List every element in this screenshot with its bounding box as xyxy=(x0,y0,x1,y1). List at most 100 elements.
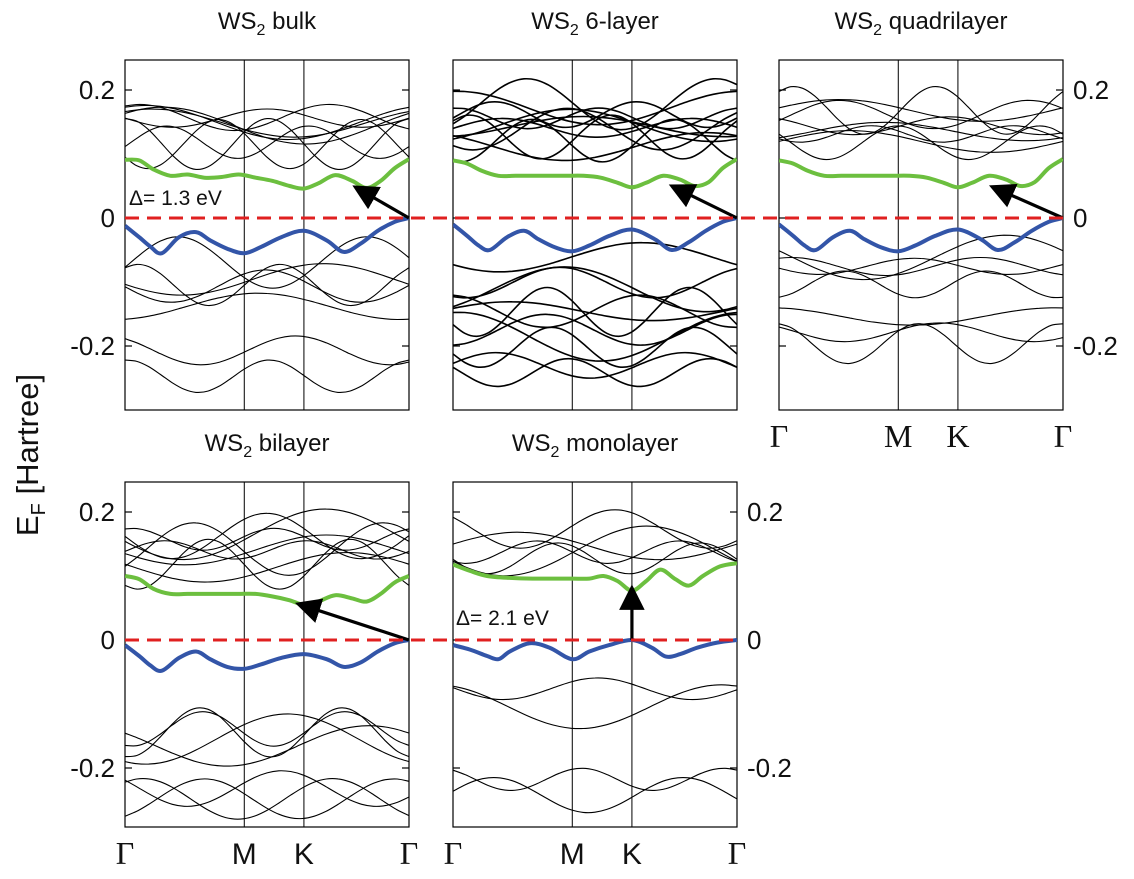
y-tick-label: -0.2 xyxy=(70,753,115,783)
panel-6-layer xyxy=(452,59,738,411)
k-point-label: Γ xyxy=(728,835,747,871)
band-line xyxy=(125,527,409,551)
band-line xyxy=(125,236,409,289)
valence-band xyxy=(125,216,409,256)
k-point-label: M xyxy=(560,838,585,871)
y-tick-label: -0.2 xyxy=(70,331,115,361)
band-line xyxy=(453,266,737,313)
band-line xyxy=(779,270,1063,299)
gap-annotation-bulk: Δ= 1.3 eV xyxy=(129,187,222,210)
band-line xyxy=(453,266,737,299)
k-point-label: M xyxy=(232,838,257,871)
band-lines xyxy=(453,77,737,388)
band-line xyxy=(779,85,1063,135)
band-line xyxy=(125,263,409,296)
band-line xyxy=(453,777,737,814)
k-point-label: M xyxy=(884,418,912,454)
band-lines xyxy=(779,85,1063,365)
y-axis-label-rest: [Hartree] xyxy=(10,374,45,503)
band-line xyxy=(453,540,737,564)
y-tick-label: 0.2 xyxy=(79,75,115,105)
gap-arrow xyxy=(352,185,410,220)
band-line xyxy=(125,512,409,560)
panel-title-main: WS xyxy=(512,430,551,457)
k-point-label: K xyxy=(946,418,969,454)
conduction-band xyxy=(125,574,409,607)
y-axis-label-main: E xyxy=(10,515,45,536)
band-line xyxy=(779,121,1063,142)
y-tick-label: 0.2 xyxy=(79,497,115,527)
panel-bilayer xyxy=(124,481,410,828)
band-line xyxy=(779,307,1063,326)
k-point-label: Γ xyxy=(1054,418,1073,454)
band-line xyxy=(779,116,1063,136)
band-line xyxy=(125,125,409,159)
conduction-band xyxy=(453,157,737,190)
band-line xyxy=(125,551,409,583)
y-axis-label-sub: F xyxy=(28,503,50,515)
band-line xyxy=(453,107,737,151)
band-line xyxy=(453,286,737,338)
band-line xyxy=(779,234,1063,281)
band-line xyxy=(779,323,1063,365)
axis-labels: 0.20-0.20.20-0.20.20-0.20.20-0.2Γ M K ΓΓ M K Γ… xyxy=(70,75,1118,871)
band-line xyxy=(125,359,409,394)
panel-title-monolayer: WS2 monolayer xyxy=(512,430,678,461)
band-line xyxy=(779,125,1063,161)
panel-title-bilayer: WS2 bilayer xyxy=(205,430,330,461)
y-axis-label: EF [Hartree] xyxy=(10,374,50,536)
band-line xyxy=(453,117,737,139)
band-line xyxy=(453,241,737,273)
k-point-label: Γ xyxy=(116,835,135,871)
band-line xyxy=(125,103,409,132)
band-line xyxy=(125,269,409,303)
band-line xyxy=(125,725,409,767)
band-line xyxy=(125,770,409,807)
panel-title-rest: quadrilayer xyxy=(882,8,1007,35)
band-line xyxy=(453,108,737,143)
band-line xyxy=(453,115,737,138)
band-line xyxy=(779,256,1063,277)
gap-arrow xyxy=(988,183,1064,220)
gap-arrow xyxy=(668,184,738,220)
band-line xyxy=(125,777,409,820)
k-point-label: Γ xyxy=(444,835,463,871)
band-line xyxy=(125,108,409,128)
panel-title-main: WS xyxy=(205,430,244,457)
band-line xyxy=(125,707,409,758)
panel-title-bulk: WS2 bulk xyxy=(218,8,317,39)
conduction-band xyxy=(779,157,1063,190)
conduction-band xyxy=(125,157,409,191)
band-line xyxy=(779,257,1063,275)
band-line xyxy=(453,509,737,549)
plot-frame xyxy=(452,481,738,828)
plot-frame xyxy=(452,59,738,411)
band-line xyxy=(453,351,737,379)
band-lines xyxy=(453,509,737,814)
band-line xyxy=(453,767,737,791)
y-tick-label: 0.2 xyxy=(1073,75,1109,105)
gap-arrow xyxy=(294,598,410,642)
band-line xyxy=(125,540,409,560)
band-line xyxy=(453,77,737,131)
band-line xyxy=(453,118,737,163)
band-line xyxy=(453,294,737,329)
k-point-label: Γ xyxy=(770,418,789,454)
band-line xyxy=(453,677,737,701)
band-line xyxy=(453,311,737,362)
band-line xyxy=(779,322,1063,343)
panel-quadrilayer xyxy=(778,59,1064,411)
band-line xyxy=(125,538,409,590)
panel-title-sub: 2 xyxy=(257,22,266,39)
y-tick-label: -0.2 xyxy=(1073,331,1118,361)
band-line xyxy=(453,100,737,129)
valence-band xyxy=(779,216,1063,254)
band-line xyxy=(125,292,409,321)
panel-title-sub: 2 xyxy=(243,444,252,461)
panel-title-rest: 6-layer xyxy=(579,8,659,35)
band-line xyxy=(125,108,409,138)
panel-title-main: WS xyxy=(835,8,874,35)
band-line xyxy=(779,98,1063,122)
panel-title-quadrilayer: WS2 quadrilayer xyxy=(835,8,1008,39)
